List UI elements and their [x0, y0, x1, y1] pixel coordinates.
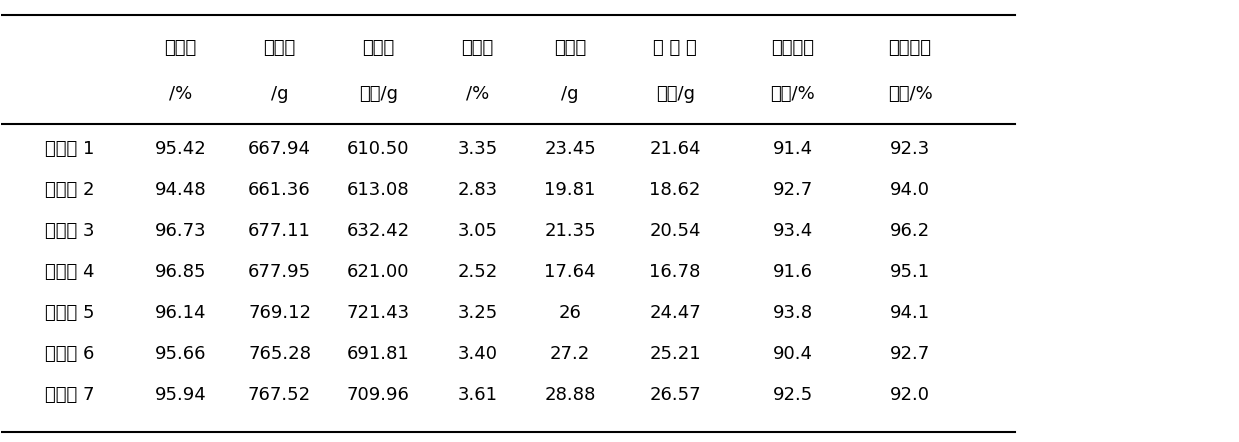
Text: 实施例 5: 实施例 5: [45, 304, 94, 322]
Text: 16.78: 16.78: [649, 263, 701, 281]
Text: 90.4: 90.4: [773, 345, 813, 363]
Text: 25.21: 25.21: [649, 345, 701, 363]
Text: 19.81: 19.81: [544, 181, 596, 199]
Text: 实施例 4: 实施例 4: [45, 263, 94, 281]
Text: 632.42: 632.42: [347, 222, 410, 240]
Text: 收率/%: 收率/%: [771, 84, 815, 103]
Text: 回收硅: 回收硅: [362, 38, 394, 57]
Text: 92.0: 92.0: [890, 386, 930, 404]
Text: 96.85: 96.85: [155, 263, 207, 281]
Text: 3.25: 3.25: [457, 304, 498, 322]
Text: 2.83: 2.83: [457, 181, 497, 199]
Text: 765.28: 765.28: [248, 345, 311, 363]
Text: 93.8: 93.8: [772, 304, 813, 322]
Text: 收率/%: 收率/%: [887, 84, 933, 103]
Text: 锗有效回: 锗有效回: [888, 38, 932, 57]
Text: /g: /g: [271, 84, 289, 103]
Text: 实施例 6: 实施例 6: [45, 345, 94, 363]
Text: 3.61: 3.61: [457, 386, 497, 404]
Text: 硅有效回: 硅有效回: [771, 38, 814, 57]
Text: 769.12: 769.12: [248, 304, 311, 322]
Text: /%: /%: [466, 84, 489, 103]
Text: 锗质量: 锗质量: [554, 38, 586, 57]
Text: 91.6: 91.6: [773, 263, 813, 281]
Text: 92.5: 92.5: [772, 386, 813, 404]
Text: 94.0: 94.0: [890, 181, 930, 199]
Text: 677.95: 677.95: [248, 263, 311, 281]
Text: 667.94: 667.94: [248, 140, 311, 158]
Text: 661.36: 661.36: [248, 181, 311, 199]
Text: 96.2: 96.2: [890, 222, 930, 240]
Text: 实施例 7: 实施例 7: [45, 386, 94, 404]
Text: 92.7: 92.7: [772, 181, 813, 199]
Text: /%: /%: [169, 84, 192, 103]
Text: 613.08: 613.08: [347, 181, 410, 199]
Text: 回 收 锗: 回 收 锗: [653, 38, 698, 57]
Text: 质量/g: 质量/g: [655, 84, 695, 103]
Text: 17.64: 17.64: [544, 263, 596, 281]
Text: 91.4: 91.4: [772, 140, 813, 158]
Text: 691.81: 691.81: [347, 345, 410, 363]
Text: 767.52: 767.52: [248, 386, 311, 404]
Text: 24.47: 24.47: [649, 304, 701, 322]
Text: 21.35: 21.35: [544, 222, 596, 240]
Text: 2.52: 2.52: [457, 263, 498, 281]
Text: 实施例 3: 实施例 3: [45, 222, 94, 240]
Text: 27.2: 27.2: [550, 345, 590, 363]
Text: 92.7: 92.7: [890, 345, 930, 363]
Text: 95.66: 95.66: [155, 345, 207, 363]
Text: 23.45: 23.45: [544, 140, 596, 158]
Text: 28.88: 28.88: [544, 386, 596, 404]
Text: 95.42: 95.42: [155, 140, 207, 158]
Text: 实施例 2: 实施例 2: [45, 181, 94, 199]
Text: 93.4: 93.4: [772, 222, 813, 240]
Text: 94.1: 94.1: [890, 304, 930, 322]
Text: 3.40: 3.40: [457, 345, 497, 363]
Text: 709.96: 709.96: [347, 386, 410, 404]
Text: 18.62: 18.62: [649, 181, 701, 199]
Text: 95.94: 95.94: [155, 386, 207, 404]
Text: 实施例 1: 实施例 1: [45, 140, 94, 158]
Text: 21.64: 21.64: [649, 140, 701, 158]
Text: 26: 26: [559, 304, 581, 322]
Text: 621.00: 621.00: [347, 263, 410, 281]
Text: 3.05: 3.05: [457, 222, 497, 240]
Text: 20.54: 20.54: [649, 222, 701, 240]
Text: 610.50: 610.50: [347, 140, 410, 158]
Text: 硅含量: 硅含量: [165, 38, 197, 57]
Text: /g: /g: [561, 84, 579, 103]
Text: 92.3: 92.3: [890, 140, 930, 158]
Text: 质量/g: 质量/g: [359, 84, 398, 103]
Text: 95.1: 95.1: [890, 263, 930, 281]
Text: 721.43: 721.43: [347, 304, 410, 322]
Text: 96.14: 96.14: [155, 304, 207, 322]
Text: 94.48: 94.48: [155, 181, 207, 199]
Text: 677.11: 677.11: [248, 222, 311, 240]
Text: 锗含量: 锗含量: [461, 38, 493, 57]
Text: 26.57: 26.57: [649, 386, 701, 404]
Text: 3.35: 3.35: [457, 140, 498, 158]
Text: 硅质量: 硅质量: [264, 38, 296, 57]
Text: 96.73: 96.73: [155, 222, 207, 240]
